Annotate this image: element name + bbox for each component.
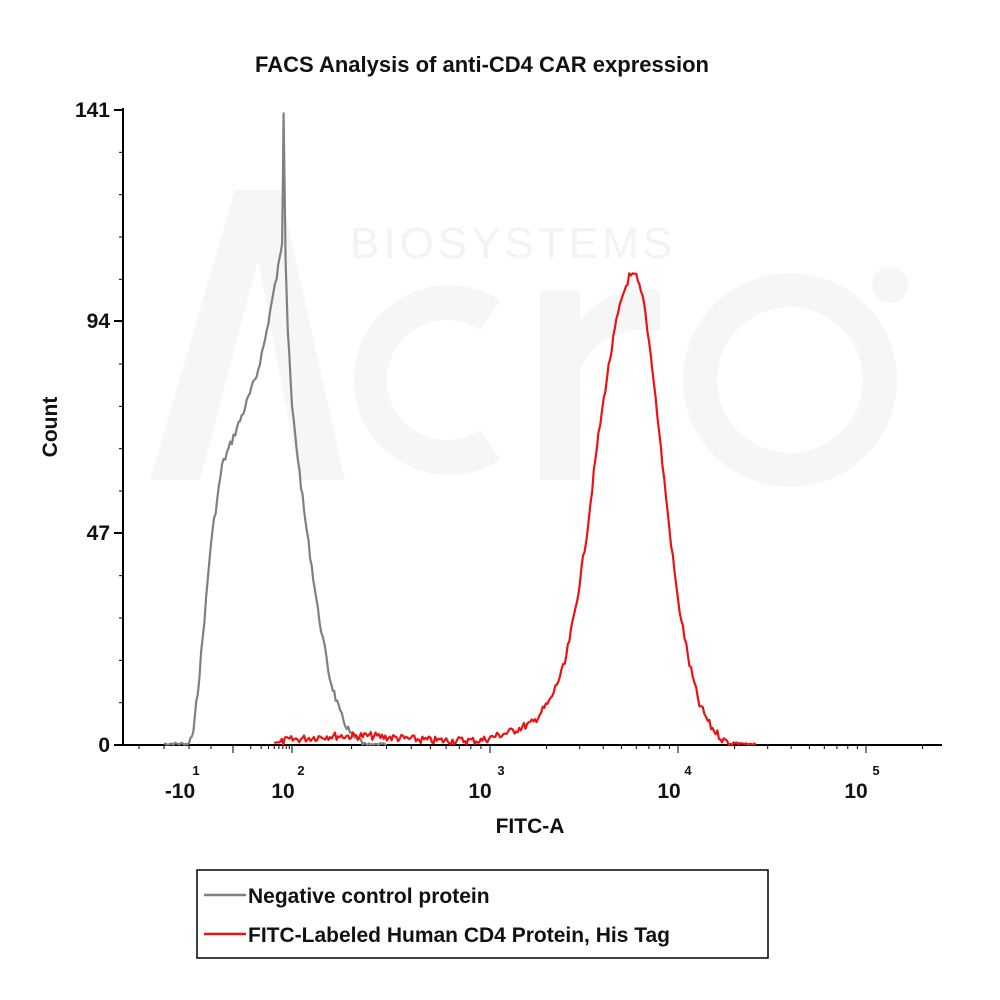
x-tick-exponent: 2 bbox=[297, 763, 304, 778]
y-tick-label: 94 bbox=[87, 310, 111, 333]
watermark-subtitle: BIOSYSTEMS bbox=[350, 219, 676, 268]
y-tick-label: 0 bbox=[98, 734, 110, 757]
x-tick-exponent: 3 bbox=[497, 763, 504, 778]
x-tick-exponent: 5 bbox=[872, 763, 879, 778]
x-tick-exponent: 4 bbox=[684, 763, 692, 778]
y-axis-title: Count bbox=[39, 397, 62, 458]
legend: Negative control protein FITC-Labeled Hu… bbox=[196, 869, 769, 959]
y-tick-label: 47 bbox=[87, 522, 110, 545]
x-tick-exponent: 1 bbox=[192, 763, 199, 778]
legend-label-negative-control: Negative control protein bbox=[248, 885, 490, 908]
x-tick-label: 10 bbox=[468, 780, 491, 803]
series-line-fitc-cd4 bbox=[274, 272, 757, 747]
x-tick-label: -10 bbox=[165, 780, 195, 803]
watermark-logo: BIOSYSTEMS bbox=[150, 190, 908, 487]
legend-label-fitc-cd4: FITC-Labeled Human CD4 Protein, His Tag bbox=[248, 924, 670, 947]
series-line-negative-control bbox=[163, 112, 387, 747]
y-tick-label: 141 bbox=[75, 99, 110, 122]
x-axis: -10 1 10 2 10 3 10 4 10 5 bbox=[165, 763, 880, 803]
watermark-letter-o bbox=[683, 273, 897, 487]
watermark-letter-a bbox=[150, 190, 345, 480]
watermark-letter-c bbox=[353, 285, 500, 475]
chart-title: FACS Analysis of anti-CD4 CAR expression bbox=[255, 52, 709, 77]
x-tick-label: 10 bbox=[844, 780, 867, 803]
watermark-dot bbox=[872, 267, 908, 303]
series-layer bbox=[163, 112, 757, 747]
watermark-letter-r bbox=[540, 289, 660, 480]
x-axis-minor-ticks bbox=[138, 745, 924, 753]
y-axis: 0 47 94 141 bbox=[75, 99, 123, 757]
x-tick-label: 10 bbox=[657, 780, 680, 803]
x-axis-title: FITC-A bbox=[496, 815, 565, 838]
legend-box bbox=[196, 869, 769, 959]
x-tick-label: 10 bbox=[271, 780, 294, 803]
